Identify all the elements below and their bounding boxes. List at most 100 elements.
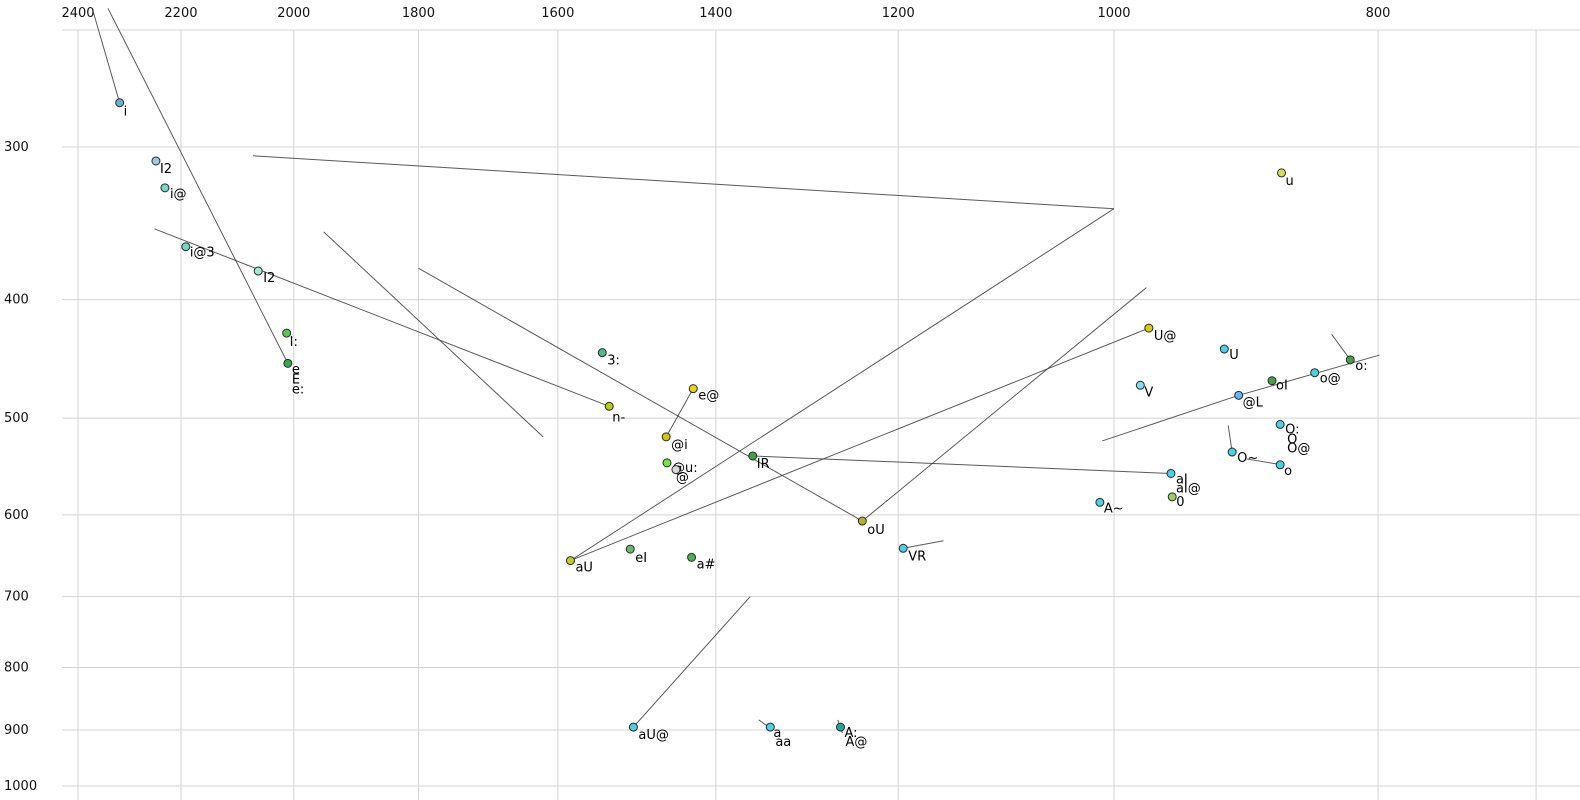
trajectory-line (752, 455, 1171, 474)
data-point (282, 328, 292, 338)
data-point (151, 156, 161, 166)
data-point (1345, 355, 1355, 365)
point-label: o@ (1320, 372, 1341, 387)
point-label: oI (1276, 379, 1288, 394)
data-point (671, 465, 681, 475)
point-label: oU (867, 523, 884, 538)
point-label: @i (671, 438, 688, 453)
point-label: VR (908, 549, 926, 564)
data-point (115, 98, 125, 108)
point-label: i@3 (190, 246, 215, 261)
point-label: O: (1285, 422, 1299, 437)
trajectory-line (1238, 354, 1380, 396)
point-label: A: (845, 726, 858, 741)
data-point (1267, 376, 1277, 386)
point-label: O@ (1287, 441, 1310, 456)
trajectory-line (1331, 334, 1351, 361)
trajectory-line (253, 155, 1115, 210)
x-tick-label: 1400 (699, 6, 732, 21)
point-label: aa (775, 735, 791, 750)
data-point (1166, 468, 1176, 478)
trajectory-line (633, 596, 751, 728)
y-tick-label: 300 (4, 140, 29, 155)
x-tick-label: 2000 (277, 6, 310, 21)
data-point (1219, 344, 1229, 354)
point-label: 3: (607, 354, 620, 369)
point-label: 0 (1176, 495, 1184, 510)
y-tick-label: 400 (4, 293, 29, 308)
x-tick-label: 1800 (402, 6, 435, 21)
trajectory-line (418, 267, 863, 522)
trajectory-line (570, 208, 1115, 562)
point-label: i@ (170, 187, 187, 202)
trajectory-line (903, 540, 944, 549)
point-label: IR (757, 457, 770, 472)
trajectory-line (154, 228, 610, 407)
data-point (898, 543, 908, 553)
x-tick-label: 2400 (61, 6, 94, 21)
point-label: e@ (698, 389, 719, 404)
point-label: U (1229, 348, 1239, 363)
data-point (283, 358, 293, 368)
point-label: I2 (160, 162, 172, 177)
data-point (1095, 497, 1105, 507)
trajectory-line (1102, 394, 1239, 442)
point-label: o: (1355, 359, 1367, 374)
data-point (565, 556, 575, 566)
trajectory-line (861, 287, 1147, 522)
point-label: i (124, 105, 128, 120)
trajectory-line (1246, 458, 1277, 465)
data-point (181, 242, 191, 252)
point-label: aI@ (1176, 481, 1201, 496)
point-label: O (1287, 432, 1297, 447)
data-point (688, 384, 698, 394)
trajectory-line (570, 327, 1150, 562)
data-point (597, 348, 607, 358)
point-label: n- (612, 410, 625, 425)
point-label: I: (290, 335, 298, 350)
point-label: aU@ (638, 728, 668, 743)
point-label: a (773, 726, 781, 741)
data-point (1167, 492, 1177, 502)
data-point (1135, 380, 1145, 390)
data-point (836, 722, 846, 732)
y-tick-label: 800 (4, 661, 29, 676)
data-point (1277, 168, 1287, 178)
trajectory-line (323, 231, 544, 438)
point-label: A@ (846, 735, 868, 750)
point-label: @ (676, 471, 689, 486)
y-tick-label: 700 (4, 590, 29, 605)
x-tick-label: 2200 (164, 6, 197, 21)
data-point (628, 722, 638, 732)
data-point (1310, 368, 1320, 378)
point-label: eI (635, 551, 647, 566)
data-point (1227, 447, 1237, 457)
x-tick-label: 1200 (882, 6, 915, 21)
point-label: e: (292, 382, 304, 397)
data-point (1234, 390, 1244, 400)
point-label: aU (575, 561, 592, 576)
x-tick-label: 800 (1366, 6, 1391, 21)
point-label: o (1284, 464, 1292, 479)
point-label: a# (697, 557, 716, 572)
data-point (604, 401, 614, 411)
point-label: A~ (1104, 501, 1124, 516)
y-tick-label: 600 (4, 508, 29, 523)
data-point (625, 544, 635, 554)
point-label: aI (1176, 472, 1188, 487)
point-label: e (292, 362, 300, 377)
point-label: u (1286, 174, 1294, 189)
x-tick-label: 1000 (1097, 6, 1130, 21)
trajectory-line (107, 8, 289, 364)
data-point (661, 432, 671, 442)
trajectory-line (92, 10, 121, 103)
x-tick-label: 1600 (541, 6, 574, 21)
data-point (857, 516, 867, 526)
data-point (160, 183, 170, 193)
y-tick-label: 900 (4, 723, 29, 738)
data-point (1144, 323, 1154, 333)
y-tick-label: 1000 (4, 779, 37, 794)
point-label: I2 (263, 271, 275, 286)
